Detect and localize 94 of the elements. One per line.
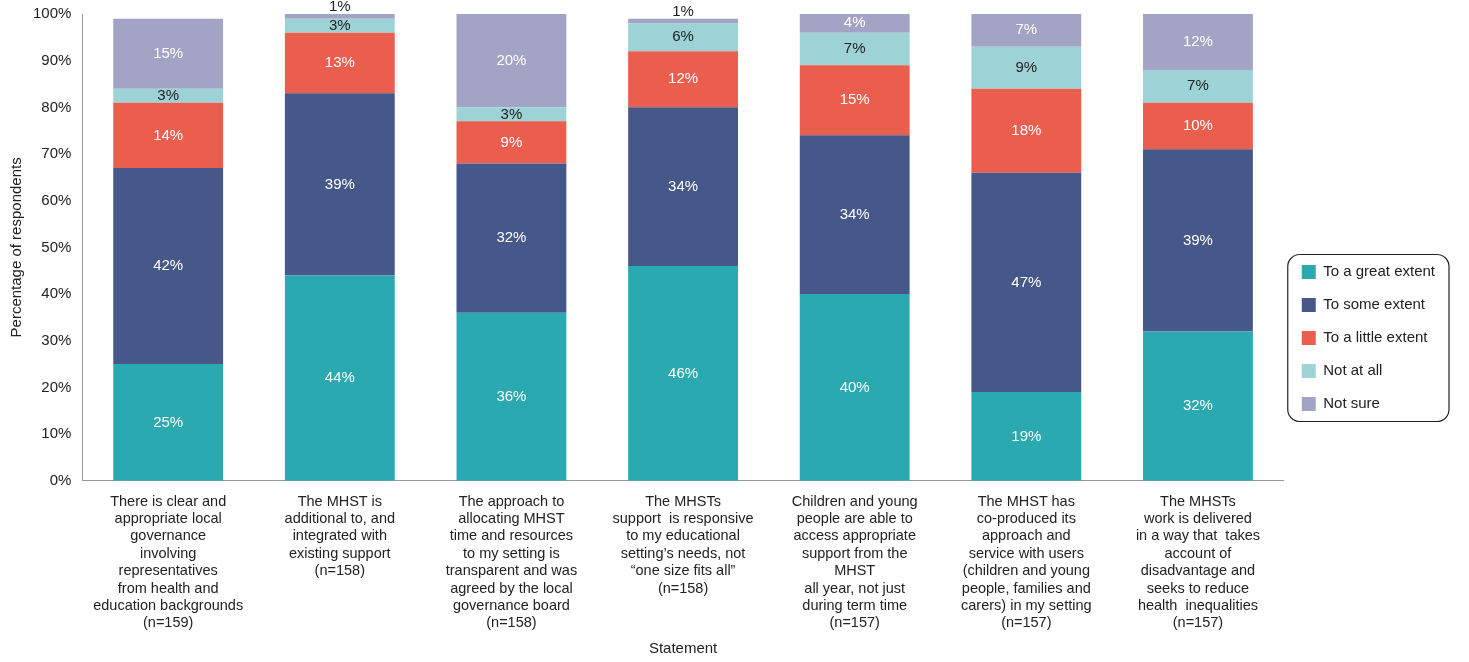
bar	[1143, 149, 1253, 332]
bar	[799, 65, 910, 136]
x-axis-title: Statement	[648, 639, 719, 657]
data-label: 6%	[672, 27, 694, 45]
data-label: 32%	[1182, 396, 1213, 414]
bar	[628, 51, 738, 108]
data-label: 3%	[328, 15, 351, 33]
bar	[284, 32, 395, 94]
bar	[799, 135, 910, 295]
x-tick-label: There is clear and appropriate local governance involving representatives from health and education backgrounds (n=159)	[93, 492, 244, 631]
legend-label: Not at all	[1323, 361, 1383, 379]
x-tick-label: Children and young people are able to access appropriate support from the MHST all year, not just during term time (n=157)	[791, 492, 918, 631]
data-label: 19%	[1011, 426, 1042, 444]
bar	[284, 93, 395, 276]
data-label: 9%	[500, 132, 523, 150]
data-label: 25%	[153, 412, 184, 430]
y-tick-label: 20%	[41, 377, 72, 395]
data-label: 3%	[157, 85, 180, 103]
y-tick-label: 100%	[32, 4, 72, 22]
data-label: 3%	[500, 104, 523, 122]
bar	[456, 107, 567, 122]
data-label: 7%	[1015, 20, 1038, 38]
data-label: 34%	[668, 176, 699, 194]
bar	[799, 32, 910, 66]
data-label: 15%	[839, 90, 870, 108]
bar	[113, 364, 224, 481]
legend-label: To some extent	[1323, 295, 1426, 313]
y-tick-label: 10%	[41, 424, 72, 442]
bar	[113, 102, 224, 169]
bar	[628, 107, 738, 267]
y-tick-label: 50%	[41, 237, 72, 255]
x-tick-label: The MHST is additional to, and integrated with existing support (n=158)	[284, 492, 396, 579]
bar	[284, 275, 395, 481]
bar	[1143, 14, 1253, 71]
bar	[456, 121, 567, 164]
data-label: 7%	[1187, 76, 1209, 94]
legend-label: To a great extent	[1323, 262, 1436, 280]
bar	[971, 392, 1082, 481]
data-label: 7%	[843, 39, 866, 57]
x-tick-label: The approach to allocating MHST time and resources to my setting is transparent and was agreed by the local governance board (n=158)	[445, 492, 578, 631]
data-label: 34%	[839, 204, 870, 222]
data-label: 9%	[1015, 57, 1038, 75]
y-tick-label: 60%	[41, 190, 72, 208]
data-label: 32%	[496, 228, 527, 246]
x-tick-label: The MHSTs support is responsive to my educational setting’s needs, not “one size fits all” (n=158)	[612, 492, 754, 596]
bar	[113, 88, 224, 103]
bar	[284, 18, 395, 33]
data-label: 10%	[1182, 116, 1213, 134]
legend-label: To a little extent	[1323, 328, 1429, 346]
y-tick-label: 70%	[41, 144, 72, 162]
bar	[971, 88, 1082, 173]
data-label: 42%	[153, 256, 184, 274]
bar	[1143, 102, 1253, 150]
data-label: 47%	[1011, 272, 1042, 290]
bar	[456, 312, 567, 481]
y-tick-label: 80%	[41, 97, 72, 115]
bar	[971, 46, 1082, 89]
bar	[456, 14, 567, 108]
y-tick-label: 90%	[41, 50, 72, 68]
data-label: 46%	[668, 363, 699, 381]
y-axis-title: Percentage of respondents	[7, 157, 25, 338]
y-tick-label: 40%	[41, 284, 72, 302]
bar	[1143, 331, 1253, 481]
bar	[113, 168, 224, 365]
data-label: 1%	[328, 0, 351, 15]
bar	[113, 18, 224, 89]
bar	[628, 266, 738, 481]
data-label: 39%	[324, 174, 355, 192]
data-label: 36%	[496, 386, 527, 404]
bar	[799, 294, 910, 481]
bar	[456, 163, 567, 313]
data-label: 18%	[1011, 120, 1042, 138]
data-label: 15%	[153, 43, 184, 61]
y-tick-label: 0%	[49, 470, 72, 488]
data-label: 14%	[153, 125, 184, 143]
data-label: 39%	[1182, 230, 1213, 248]
bar	[284, 14, 395, 19]
data-label: 40%	[839, 377, 870, 395]
x-tick-label: The MHST has co-produced its approach and service with users (children and young people, families and carers) in my setting (n=157)	[961, 492, 1092, 631]
legend-label: Not sure	[1323, 394, 1380, 412]
data-label: 1%	[672, 1, 694, 19]
bar	[628, 23, 738, 52]
data-label: 13%	[324, 53, 355, 71]
x-tick-label: The MHSTs work is delivered in a way that takes account of disadvantage and seeks to reduce health inequalities (n=157)	[1135, 492, 1261, 631]
data-label: 4%	[843, 13, 866, 31]
bar	[971, 14, 1082, 47]
data-label: 20%	[496, 50, 527, 68]
bar	[1143, 70, 1253, 103]
data-label: 12%	[668, 69, 699, 87]
data-label: 12%	[1182, 32, 1213, 50]
data-label: 44%	[324, 368, 355, 386]
bar	[971, 172, 1082, 393]
bar	[799, 14, 910, 33]
y-tick-label: 30%	[41, 330, 72, 348]
